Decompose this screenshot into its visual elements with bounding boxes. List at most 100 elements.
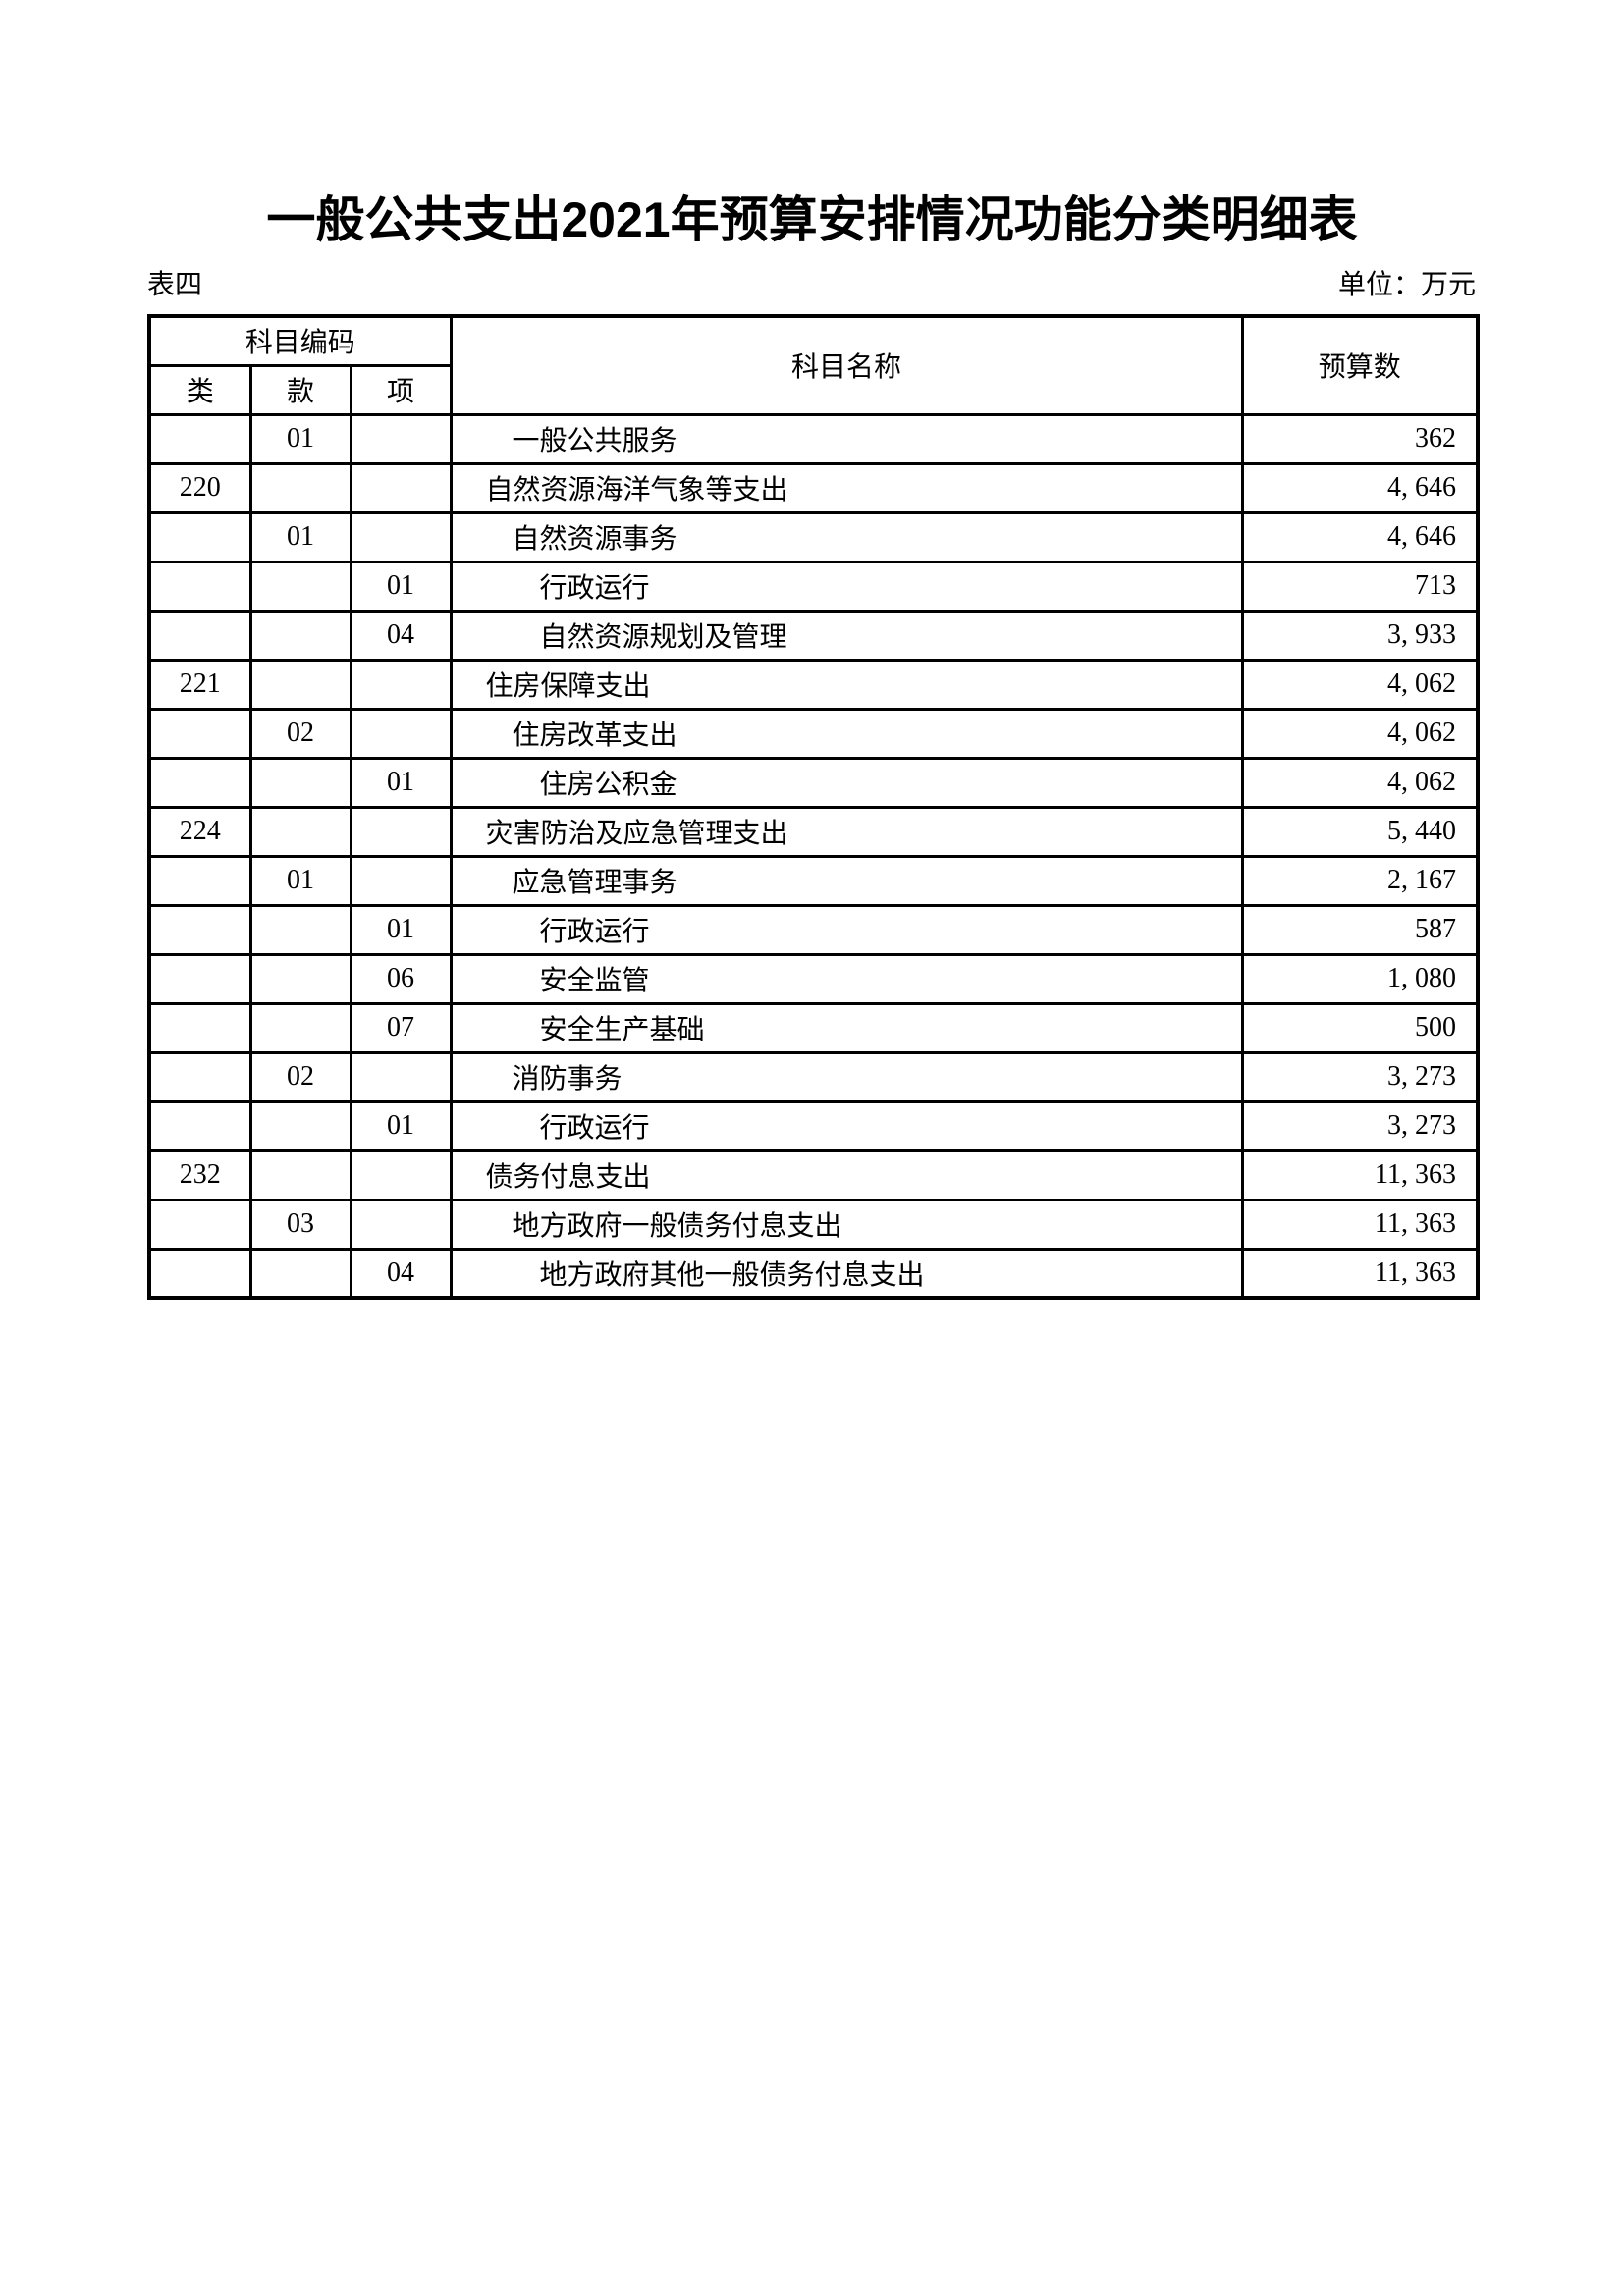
table-row: 06 安全监管 1, 080 bbox=[147, 952, 1480, 1005]
class-code-cell: 220 bbox=[147, 461, 252, 514]
section-code-cell: 01 bbox=[248, 510, 352, 563]
class-code-cell: 224 bbox=[147, 805, 252, 858]
subject-name-cell: 安全监管 bbox=[449, 952, 1244, 1005]
budget-amount-cell: 1, 080 bbox=[1240, 952, 1480, 1005]
budget-amount-cell: 3, 273 bbox=[1240, 1050, 1480, 1103]
class-code-cell bbox=[147, 1050, 252, 1103]
budget-amount-cell: 4, 646 bbox=[1240, 461, 1480, 514]
subject-name-cell: 地方政府一般债务付息支出 bbox=[449, 1198, 1244, 1251]
class-code-cell bbox=[147, 510, 252, 563]
item-code-cell bbox=[349, 854, 453, 907]
class-code-cell bbox=[147, 903, 252, 956]
subject-name-cell: 住房保障支出 bbox=[449, 658, 1244, 711]
section-code-cell: 02 bbox=[248, 707, 352, 760]
class-code-cell bbox=[147, 952, 252, 1005]
subject-name-cell: 安全生产基础 bbox=[449, 1001, 1244, 1054]
class-code-cell bbox=[147, 560, 252, 613]
budget-amount-cell: 2, 167 bbox=[1240, 854, 1480, 907]
section-code-cell bbox=[248, 461, 352, 514]
header-item-col: 项 bbox=[349, 363, 453, 416]
subject-name-cell: 自然资源海洋气象等支出 bbox=[449, 461, 1244, 514]
subject-name-cell: 消防事务 bbox=[449, 1050, 1244, 1103]
section-code-cell bbox=[248, 560, 352, 613]
section-code-cell: 02 bbox=[248, 1050, 352, 1103]
subject-name-cell: 自然资源规划及管理 bbox=[449, 609, 1244, 662]
table-row: 232 债务付息支出 11, 363 bbox=[147, 1148, 1480, 1201]
section-code-cell bbox=[248, 805, 352, 858]
item-code-cell bbox=[349, 707, 453, 760]
section-code-cell: 01 bbox=[248, 412, 352, 465]
section-code-cell: 03 bbox=[248, 1198, 352, 1251]
section-code-cell bbox=[248, 1148, 352, 1201]
table-row: 01 行政运行 3, 273 bbox=[147, 1099, 1480, 1152]
table-row: 220 自然资源海洋气象等支出 4, 646 bbox=[147, 461, 1480, 514]
subject-name-cell: 行政运行 bbox=[449, 1099, 1244, 1152]
header-section-col: 款 bbox=[248, 363, 352, 416]
item-code-cell: 01 bbox=[349, 1099, 453, 1152]
table-row: 221 住房保障支出 4, 062 bbox=[147, 658, 1480, 711]
table-body: 01 一般公共服务 362 220 自然资源海洋气象等支出 4, 646 01 自然资源事务 4… bbox=[147, 412, 1480, 1300]
budget-table: 科目编码 科目名称 预算数 类 款 项 01 一般公共服务 362 220 自然资源海洋… bbox=[147, 314, 1481, 1300]
section-code-cell bbox=[248, 903, 352, 956]
table-row: 07 安全生产基础 500 bbox=[147, 1001, 1480, 1054]
item-code-cell: 01 bbox=[349, 756, 453, 809]
budget-amount-cell: 11, 363 bbox=[1240, 1247, 1480, 1300]
item-code-cell bbox=[349, 658, 453, 711]
section-code-cell bbox=[248, 658, 352, 711]
table-row: 01 自然资源事务 4, 646 bbox=[147, 510, 1480, 563]
budget-amount-cell: 587 bbox=[1240, 903, 1480, 956]
subject-name-cell: 住房公积金 bbox=[449, 756, 1244, 809]
class-code-cell bbox=[147, 1099, 252, 1152]
section-code-cell bbox=[248, 1099, 352, 1152]
subject-name-cell: 债务付息支出 bbox=[449, 1148, 1244, 1201]
table-row: 01 住房公积金 4, 062 bbox=[147, 756, 1480, 809]
subject-name-cell: 一般公共服务 bbox=[449, 412, 1244, 465]
item-code-cell: 06 bbox=[349, 952, 453, 1005]
unit-label: 单位：万元 bbox=[1337, 270, 1476, 300]
header-budget: 预算数 bbox=[1240, 314, 1480, 416]
item-code-cell bbox=[349, 1050, 453, 1103]
section-code-cell: 01 bbox=[248, 854, 352, 907]
item-code-cell bbox=[349, 1198, 453, 1251]
item-code-cell: 01 bbox=[349, 560, 453, 613]
subject-name-cell: 行政运行 bbox=[449, 903, 1244, 956]
item-code-cell bbox=[349, 461, 453, 514]
section-code-cell bbox=[248, 609, 352, 662]
item-code-cell bbox=[349, 805, 453, 858]
class-code-cell bbox=[147, 707, 252, 760]
table-row: 01 应急管理事务 2, 167 bbox=[147, 854, 1480, 907]
table-row: 01 一般公共服务 362 bbox=[147, 412, 1480, 465]
budget-amount-cell: 5, 440 bbox=[1240, 805, 1480, 858]
item-code-cell: 01 bbox=[349, 903, 453, 956]
table-row: 02 消防事务 3, 273 bbox=[147, 1050, 1480, 1103]
class-code-cell: 232 bbox=[147, 1148, 252, 1201]
subject-name-cell: 自然资源事务 bbox=[449, 510, 1244, 563]
table-row: 02 住房改革支出 4, 062 bbox=[147, 707, 1480, 760]
class-code-cell bbox=[147, 854, 252, 907]
header-row-2: 类 款 项 bbox=[147, 363, 1478, 416]
section-code-cell bbox=[248, 952, 352, 1005]
section-code-cell bbox=[248, 756, 352, 809]
budget-amount-cell: 11, 363 bbox=[1240, 1198, 1480, 1251]
class-code-cell bbox=[147, 412, 252, 465]
subject-name-cell: 行政运行 bbox=[449, 560, 1244, 613]
table-header: 科目编码 科目名称 预算数 类 款 项 bbox=[147, 314, 1480, 416]
budget-amount-cell: 4, 062 bbox=[1240, 756, 1480, 809]
class-code-cell: 221 bbox=[147, 658, 252, 711]
budget-amount-cell: 11, 363 bbox=[1240, 1148, 1480, 1201]
budget-amount-cell: 3, 933 bbox=[1240, 609, 1480, 662]
class-code-cell bbox=[147, 609, 252, 662]
header-code-group: 科目编码 bbox=[147, 314, 453, 367]
budget-amount-cell: 362 bbox=[1240, 412, 1480, 465]
budget-amount-cell: 3, 273 bbox=[1240, 1099, 1480, 1152]
table-row: 224 灾害防治及应急管理支出 5, 440 bbox=[147, 805, 1480, 858]
section-code-cell bbox=[248, 1247, 352, 1300]
class-code-cell bbox=[147, 1247, 252, 1300]
section-code-cell bbox=[248, 1001, 352, 1054]
class-code-cell bbox=[147, 1198, 252, 1251]
budget-amount-cell: 4, 062 bbox=[1240, 707, 1480, 760]
budget-amount-cell: 4, 646 bbox=[1240, 510, 1480, 563]
table-row: 01 行政运行 587 bbox=[147, 903, 1480, 956]
budget-amount-cell: 713 bbox=[1240, 560, 1480, 613]
